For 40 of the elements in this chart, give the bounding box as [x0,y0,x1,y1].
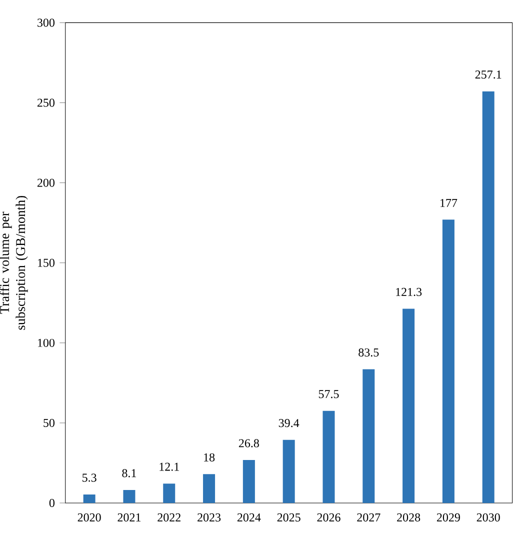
y-tick-label: 300 [37,18,54,27]
data-label: 257.1 [475,70,502,79]
data-label: 39.4 [278,419,300,428]
x-tick-label: 2021 [118,513,140,522]
data-label: 26.8 [238,439,259,448]
x-tick-label: 2025 [277,513,300,522]
data-label: 8.1 [122,469,136,478]
x-tick-label: 2030 [476,513,500,522]
y-tick-label: 100 [38,338,54,347]
bar [162,484,175,503]
x-tick-label: 2027 [357,513,380,522]
bar [202,474,215,503]
y-tick-label: 0 [49,498,54,508]
bar [83,494,96,503]
x-tick-label: 2023 [197,513,220,522]
data-label: 12.1 [160,462,179,471]
data-label: 18 [204,453,214,462]
x-tick-label: 2020 [78,513,101,522]
bar [322,410,335,503]
y-tick-label: 150 [38,258,54,267]
y-tick-label: 50 [44,418,54,427]
data-label: 83.5 [358,348,379,357]
data-label: 57.5 [318,390,339,398]
data-label: 121.3 [396,288,422,296]
data-label: 5.3 [82,474,96,482]
bar [123,490,136,503]
bar [442,220,454,503]
x-tick-label: 2024 [237,513,261,522]
bar [482,91,494,503]
y-tick-label: 250 [37,98,54,107]
bar [362,369,375,503]
y-tick-label: 200 [37,178,54,187]
x-tick-label: 2026 [317,513,340,522]
bar [402,308,414,503]
data-label: 177 [440,198,457,207]
x-tick-label: 2022 [158,513,180,522]
bar [282,440,295,503]
x-tick-label: 2029 [436,513,460,522]
bar [242,460,255,503]
x-tick-label: 2028 [396,513,420,522]
